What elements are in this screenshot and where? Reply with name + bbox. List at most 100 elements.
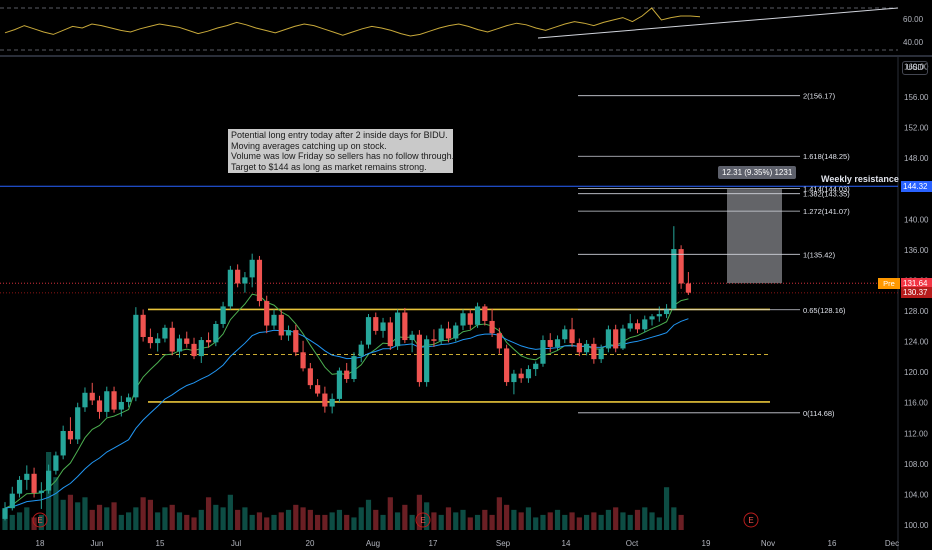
volume-bar bbox=[249, 514, 255, 530]
volume-bar bbox=[584, 514, 590, 530]
x-tick-label: 18 bbox=[36, 539, 45, 548]
candle-body bbox=[169, 327, 175, 352]
volume-bar bbox=[256, 512, 263, 530]
candle-body bbox=[424, 339, 430, 383]
y-tick-label: 112.00 bbox=[904, 429, 928, 438]
annotation-note[interactable]: Potential long entry today after 2 insid… bbox=[228, 129, 455, 173]
candle-body bbox=[540, 340, 546, 364]
volume-bar bbox=[75, 502, 81, 530]
candle-body bbox=[591, 343, 597, 360]
candle-body bbox=[663, 308, 670, 315]
candle-body bbox=[96, 400, 103, 412]
candle-body bbox=[525, 369, 532, 379]
candle-body bbox=[82, 392, 88, 408]
volume-bar bbox=[634, 509, 641, 530]
volume-bar bbox=[104, 507, 110, 530]
candle-body bbox=[184, 338, 190, 344]
candle-body bbox=[373, 317, 379, 331]
rsi-tick-60: 60.00 bbox=[903, 15, 924, 24]
candle-body bbox=[249, 259, 255, 278]
volume-bar bbox=[213, 504, 219, 530]
candle-body bbox=[38, 490, 44, 493]
drawn-levels[interactable] bbox=[0, 185, 898, 403]
y-tick-label: 140.00 bbox=[904, 215, 929, 224]
note-line: Volume was low Friday so sellers has no … bbox=[231, 151, 455, 161]
volume-bar bbox=[591, 512, 597, 530]
y-tick-label: 156.00 bbox=[904, 93, 929, 102]
fib-extension[interactable]: 2(156.17) 1.618(148.25) 1.414(144.03)1.382… bbox=[578, 92, 850, 418]
volume-bar bbox=[285, 509, 292, 530]
volume-bar bbox=[307, 509, 313, 530]
volume-bar bbox=[431, 512, 437, 530]
volume-bar bbox=[438, 514, 444, 530]
volume-bar bbox=[235, 509, 241, 530]
candle-body bbox=[147, 336, 153, 344]
rsi-trendline bbox=[537, 7, 899, 39]
earnings-event-marker bbox=[32, 512, 48, 528]
candle-body bbox=[685, 283, 691, 293]
volume-bar bbox=[147, 499, 153, 530]
x-tick-label: 14 bbox=[562, 539, 571, 548]
volume-bar bbox=[642, 507, 648, 530]
price-badge-premarket: 131.64 bbox=[901, 277, 932, 289]
rsi-panel: 60.00 40.00 bbox=[0, 7, 924, 51]
candle-body bbox=[75, 407, 81, 440]
candle-body bbox=[678, 249, 684, 284]
y-tick-label: 100.00 bbox=[904, 521, 929, 530]
volume-bar bbox=[605, 509, 612, 530]
candle-body bbox=[453, 325, 459, 339]
volume-bar bbox=[24, 507, 30, 530]
volume-bar bbox=[118, 514, 124, 530]
volume-bar bbox=[460, 509, 466, 530]
candle-body bbox=[264, 301, 270, 326]
fib-level-label: 2(156.17) bbox=[803, 92, 836, 101]
ema-21-line bbox=[4, 318, 689, 509]
candle-body bbox=[271, 314, 277, 326]
candle-body bbox=[125, 397, 132, 402]
volume-bar bbox=[198, 509, 204, 530]
volume-bar bbox=[504, 504, 510, 530]
currency-button[interactable]: USD bbox=[902, 61, 928, 75]
volume-bar bbox=[82, 497, 88, 530]
volume-bar bbox=[205, 497, 212, 530]
candle-body bbox=[489, 320, 495, 334]
volume-bar bbox=[242, 507, 248, 530]
candle-body bbox=[613, 329, 619, 349]
candle-body bbox=[307, 368, 313, 386]
candle-body bbox=[504, 348, 510, 383]
volume-bar bbox=[300, 507, 306, 530]
y-tick-label: 124.00 bbox=[904, 338, 929, 347]
x-tick-label: Sep bbox=[496, 539, 511, 548]
candle-body bbox=[584, 343, 590, 353]
volume-bar bbox=[663, 487, 670, 530]
weekly-resistance-label: Weekly resistance bbox=[821, 174, 899, 184]
candle-body bbox=[60, 430, 66, 456]
volume-bar bbox=[445, 507, 452, 530]
candle-body bbox=[329, 398, 335, 407]
candle-body bbox=[358, 344, 364, 357]
y-tick-label: 116.00 bbox=[904, 399, 928, 408]
volume-bar bbox=[613, 507, 619, 530]
volume-bar bbox=[140, 497, 146, 530]
candle-body bbox=[598, 348, 604, 360]
volume-bar bbox=[576, 517, 582, 530]
candle-body bbox=[24, 473, 30, 480]
x-tick-label: 17 bbox=[429, 539, 438, 548]
candle-body bbox=[671, 249, 677, 309]
candle-body bbox=[191, 343, 197, 357]
candle-body bbox=[46, 470, 52, 491]
candle-body bbox=[467, 313, 473, 325]
candle-body bbox=[293, 330, 299, 353]
candle-body bbox=[562, 329, 568, 340]
candle-body bbox=[649, 316, 655, 320]
volume-bar bbox=[9, 514, 15, 530]
x-tick-label: Oct bbox=[626, 539, 639, 548]
candle-body bbox=[104, 391, 110, 412]
note-line: Potential long entry today after 2 insid… bbox=[231, 130, 448, 140]
y-tick-label: 108.00 bbox=[904, 460, 929, 469]
candle-body bbox=[344, 370, 350, 380]
x-tick-label: Nov bbox=[761, 539, 775, 548]
volume-bars bbox=[2, 452, 684, 530]
